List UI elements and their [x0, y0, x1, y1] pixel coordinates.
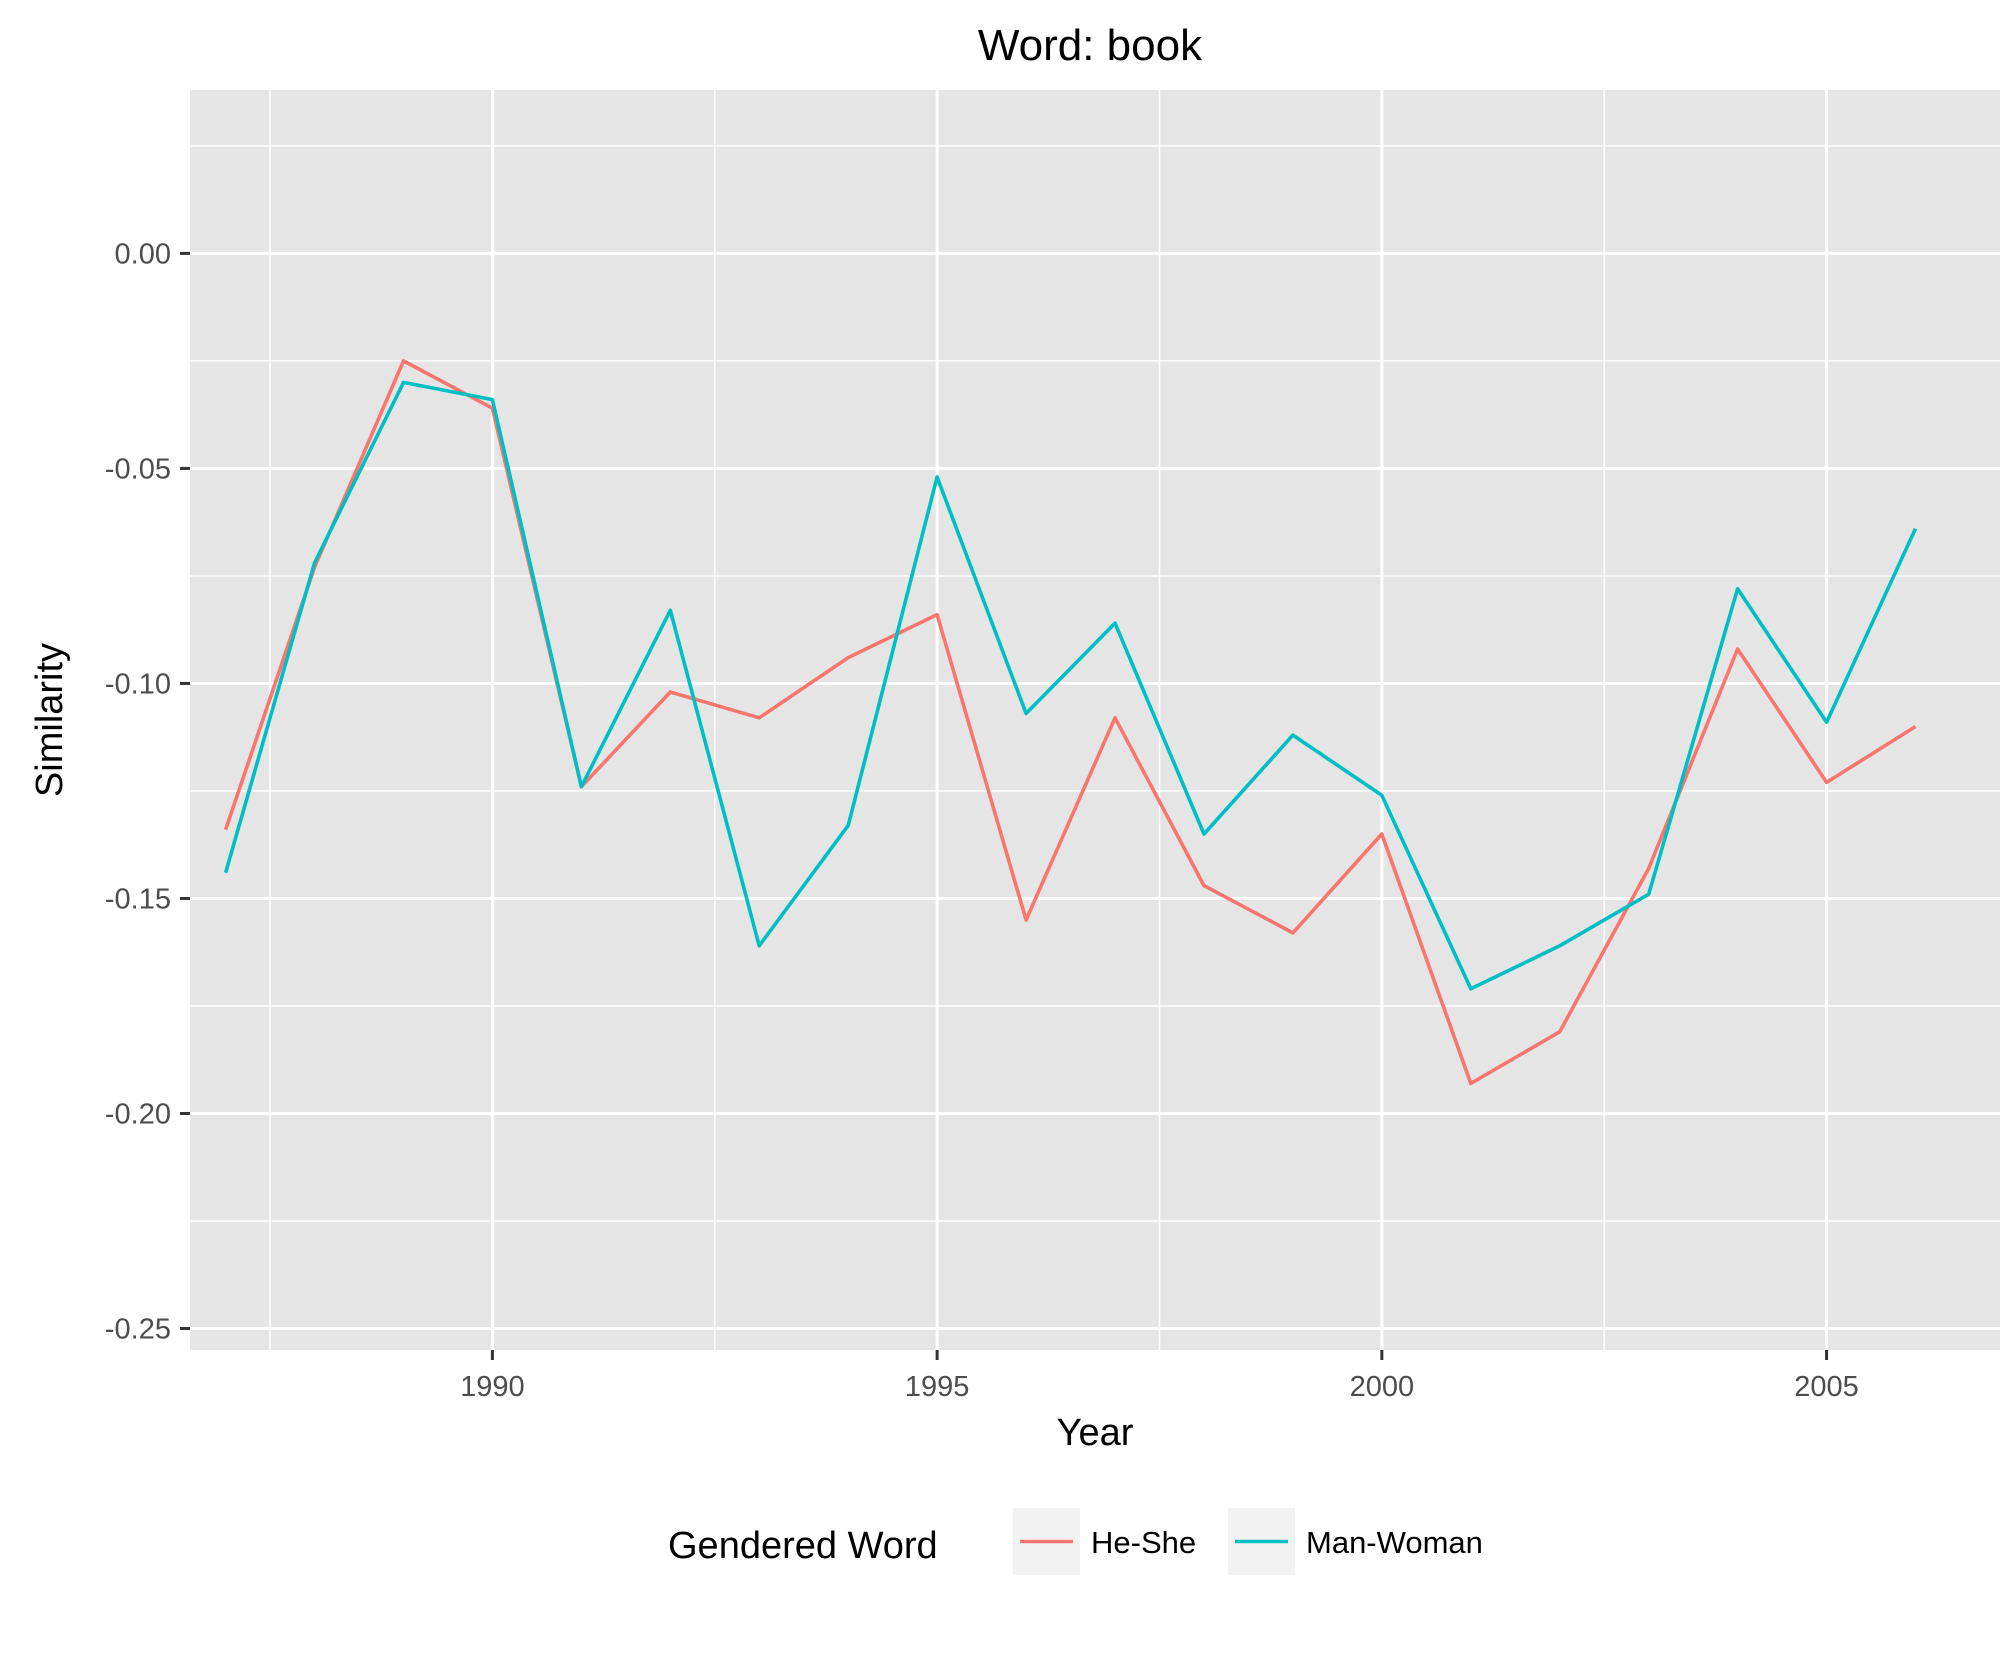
legend-label: Man-Woman [1306, 1525, 1483, 1560]
x-tick-label: 1995 [905, 1371, 970, 1403]
plot-panel [190, 90, 2000, 1350]
x-tick-label: 2005 [1794, 1371, 1859, 1403]
y-axis-title: Similarity [29, 643, 71, 797]
major-gridlines [190, 90, 2000, 1350]
legend-title: Gendered Word [668, 1525, 938, 1567]
y-tick-label: -0.25 [105, 1313, 171, 1345]
y-tick-label: -0.10 [105, 668, 171, 700]
y-tick-label: -0.05 [105, 453, 171, 485]
x-tick-label: 1990 [460, 1371, 525, 1403]
y-tick-label: -0.20 [105, 1098, 171, 1130]
series-line-man-woman [223, 380, 1918, 991]
x-tick-label: 2000 [1350, 1371, 1415, 1403]
y-axis: 0.00 -0.05 -0.10 -0.15 -0.20 -0.25 [105, 238, 190, 1345]
legend-label: He-She [1091, 1525, 1196, 1560]
series-lines [223, 359, 1918, 1086]
y-tick-label: 0.00 [115, 238, 171, 270]
x-axis-title: Year [1057, 1412, 1134, 1454]
legend: Gendered Word He-She Man-Woman [668, 1508, 1483, 1575]
x-axis: 1990 1995 2000 2005 [460, 1350, 1859, 1403]
chart-title: Word: book [978, 21, 1203, 70]
y-tick-label: -0.15 [105, 883, 171, 915]
